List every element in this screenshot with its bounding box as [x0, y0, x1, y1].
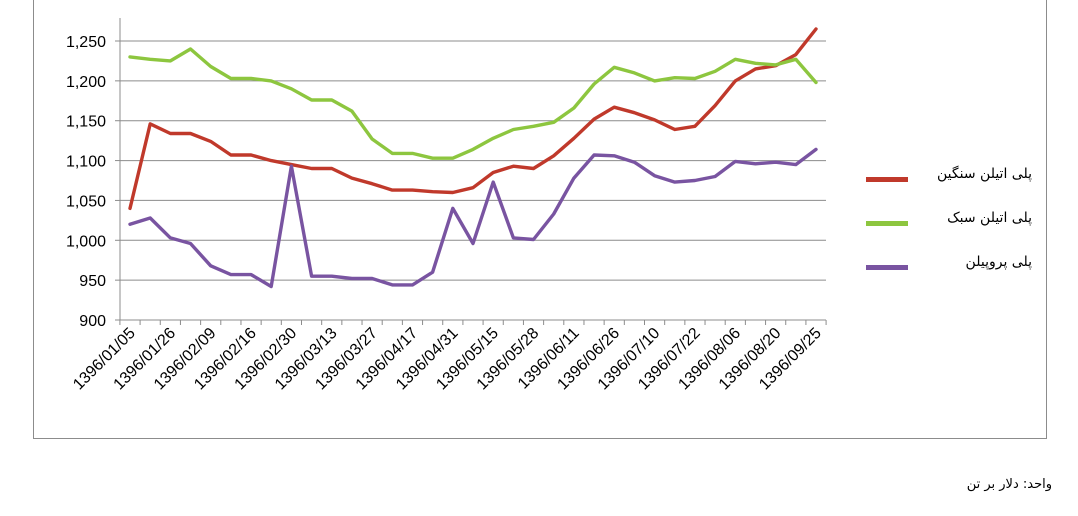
series-line-1	[128, 47, 818, 160]
legend: پلی اتیلن سنگین پلی اتیلن سبک پلی پروپیل…	[866, 160, 1042, 292]
legend-swatch-heavy-polyethylene	[866, 177, 908, 182]
legend-item-heavy-polyethylene: پلی اتیلن سنگین	[866, 160, 1042, 204]
y-tick-label: 1,000	[66, 233, 106, 250]
legend-label-polypropylene: پلی پروپیلن	[965, 254, 1032, 270]
legend-label-heavy-polyethylene: پلی اتیلن سنگین	[937, 166, 1032, 182]
y-tick-label: 1,100	[66, 154, 106, 171]
legend-label-light-polyethylene: پلی اتیلن سبک	[947, 210, 1032, 226]
unit-note: واحد: دلار بر تن	[966, 477, 1052, 492]
y-tick-label: 1,200	[66, 74, 106, 91]
chart-frame	[33, 0, 1047, 439]
y-tick-label: 950	[79, 273, 106, 290]
legend-swatch-polypropylene	[866, 265, 908, 270]
y-tick-labels: 900 950 1,000 1,050 1,100 1,150 1,200 1,250	[66, 34, 106, 330]
legend-swatch-light-polyethylene	[866, 221, 908, 226]
y-tick-label: 1,150	[66, 114, 106, 131]
y-tick-label: 1,050	[66, 193, 106, 210]
series-lines	[128, 27, 818, 289]
series-line-0	[128, 27, 818, 211]
y-tick-label: 1,250	[66, 34, 106, 51]
legend-item-light-polyethylene: پلی اتیلن سبک	[866, 204, 1042, 248]
legend-item-polypropylene: پلی پروپیلن	[866, 248, 1042, 292]
x-tick-labels: 1396/01/051396/01/261396/02/091396/02/16…	[70, 325, 825, 394]
axes	[115, 18, 827, 325]
series-line-2	[128, 147, 818, 289]
y-tick-label: 900	[79, 313, 106, 330]
